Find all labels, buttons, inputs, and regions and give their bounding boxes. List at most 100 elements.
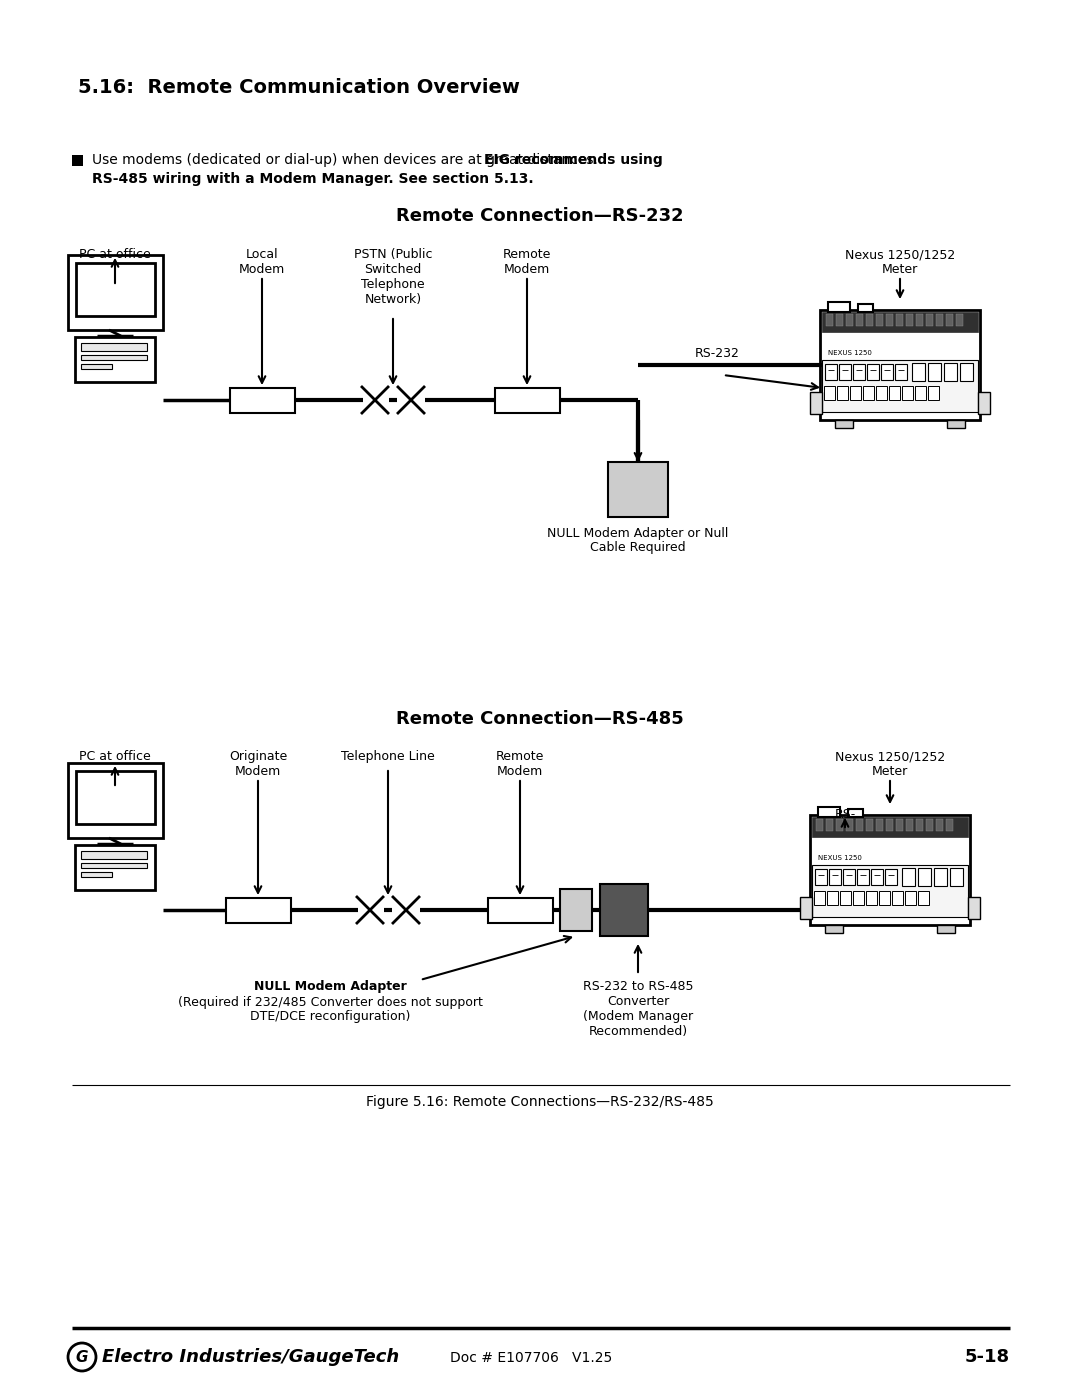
Bar xyxy=(918,868,931,886)
Circle shape xyxy=(958,893,968,902)
Bar xyxy=(856,819,863,831)
Circle shape xyxy=(864,842,868,848)
Text: Originate
Modem: Originate Modem xyxy=(229,750,287,778)
Bar xyxy=(67,763,162,838)
Bar xyxy=(561,888,592,930)
Circle shape xyxy=(251,397,260,407)
Bar xyxy=(918,891,929,905)
Bar xyxy=(843,869,855,886)
Circle shape xyxy=(912,842,917,848)
Circle shape xyxy=(515,907,525,916)
Bar xyxy=(81,355,147,360)
Circle shape xyxy=(141,342,148,348)
Bar xyxy=(906,819,913,831)
Bar xyxy=(886,819,893,831)
Circle shape xyxy=(862,338,866,342)
Text: 5.16:  Remote Communication Overview: 5.16: Remote Communication Overview xyxy=(78,78,519,96)
Circle shape xyxy=(946,367,955,376)
Text: EIG recommends using: EIG recommends using xyxy=(484,154,663,168)
Circle shape xyxy=(905,873,913,882)
Bar xyxy=(896,314,903,326)
Text: Remote Connection—RS-485: Remote Connection—RS-485 xyxy=(396,710,684,728)
Circle shape xyxy=(68,1343,96,1370)
Circle shape xyxy=(246,907,257,916)
Circle shape xyxy=(909,338,915,342)
Text: PC at office: PC at office xyxy=(79,750,151,763)
Bar xyxy=(896,819,903,831)
Bar xyxy=(960,363,973,381)
Text: Telephone Line: Telephone Line xyxy=(341,750,435,763)
Bar xyxy=(876,314,883,326)
Circle shape xyxy=(264,397,273,407)
Bar xyxy=(487,897,553,922)
Bar xyxy=(886,314,893,326)
Text: (Modem Manager: (Modem Manager xyxy=(583,1010,693,1023)
Circle shape xyxy=(238,397,247,407)
Circle shape xyxy=(815,842,821,848)
Bar xyxy=(946,314,953,326)
Circle shape xyxy=(962,367,971,376)
Bar xyxy=(937,925,955,933)
Circle shape xyxy=(850,338,854,342)
Bar xyxy=(836,819,843,831)
Bar xyxy=(810,393,822,414)
Bar xyxy=(853,365,865,380)
Text: Electro Industries/GaugeTech: Electro Industries/GaugeTech xyxy=(102,1348,400,1366)
Bar xyxy=(828,302,850,312)
Bar xyxy=(850,386,861,400)
Bar xyxy=(944,363,957,381)
Bar xyxy=(876,386,887,400)
Bar xyxy=(848,809,863,817)
Circle shape xyxy=(272,907,283,916)
Circle shape xyxy=(827,842,833,848)
Bar xyxy=(76,263,154,316)
Text: Cable Required: Cable Required xyxy=(590,541,686,555)
Circle shape xyxy=(526,907,536,916)
Bar xyxy=(815,869,827,886)
Bar xyxy=(81,863,147,868)
Bar xyxy=(879,891,890,905)
Text: Local
Modem: Local Modem xyxy=(239,249,285,277)
Bar xyxy=(866,819,873,831)
Bar xyxy=(81,365,112,369)
Bar xyxy=(867,365,879,380)
Text: DTE/DCE reconfiguration): DTE/DCE reconfiguration) xyxy=(249,1010,410,1023)
Bar xyxy=(840,891,851,905)
Bar xyxy=(67,256,162,330)
Bar xyxy=(822,360,978,412)
Bar xyxy=(846,819,853,831)
Bar xyxy=(826,314,833,326)
Text: PSTN (Public
Switched
Telephone
Network): PSTN (Public Switched Telephone Network) xyxy=(354,249,432,306)
Circle shape xyxy=(945,338,950,342)
Circle shape xyxy=(932,893,942,902)
Circle shape xyxy=(897,338,903,342)
Text: Nexus 1250/1252
Meter: Nexus 1250/1252 Meter xyxy=(845,249,955,277)
Text: PC at office: PC at office xyxy=(79,249,151,261)
Bar xyxy=(836,314,843,326)
Circle shape xyxy=(886,338,891,342)
Bar xyxy=(822,312,978,332)
Text: RS-: RS- xyxy=(835,807,856,821)
Bar xyxy=(866,891,877,905)
Text: 5-18: 5-18 xyxy=(964,1348,1010,1366)
Circle shape xyxy=(936,873,945,882)
Bar xyxy=(912,363,924,381)
Circle shape xyxy=(259,907,270,916)
Circle shape xyxy=(276,397,286,407)
Bar xyxy=(858,305,873,312)
Circle shape xyxy=(494,907,503,916)
Circle shape xyxy=(915,367,922,376)
Bar xyxy=(856,314,863,326)
Bar xyxy=(825,365,837,380)
Bar xyxy=(934,868,947,886)
Circle shape xyxy=(958,338,962,342)
Circle shape xyxy=(515,397,526,407)
Bar xyxy=(608,462,669,517)
Bar xyxy=(936,314,943,326)
Bar xyxy=(926,819,933,831)
Text: NULL Modem Adapter: NULL Modem Adapter xyxy=(254,981,406,993)
Text: Use modems (dedicated or dial-up) when devices are at great distances.: Use modems (dedicated or dial-up) when d… xyxy=(92,154,603,168)
Text: NEXUS 1250: NEXUS 1250 xyxy=(818,855,862,861)
Circle shape xyxy=(955,388,966,398)
Text: Recommended): Recommended) xyxy=(589,1025,688,1038)
